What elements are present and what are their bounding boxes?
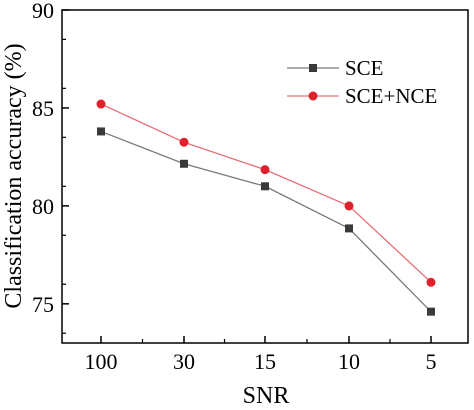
- data-point-circle: [96, 99, 106, 109]
- legend-label: SCE+NCE: [345, 84, 437, 108]
- x-tick-label: 30: [173, 349, 195, 374]
- series-line-2: [100, 103, 432, 283]
- x-tick-label: 100: [85, 349, 118, 374]
- legend-label: SCE: [345, 56, 384, 80]
- data-point-square: [261, 182, 269, 191]
- x-tick-label: 15: [254, 349, 276, 374]
- data-point-circle: [179, 137, 189, 147]
- y-tick-label: 85: [32, 96, 54, 121]
- legend-marker-square: [309, 64, 317, 72]
- y-tick-label: 80: [32, 194, 54, 219]
- x-tick-label: 10: [338, 349, 360, 374]
- data-point-circle: [426, 277, 436, 287]
- data-point-square: [97, 127, 105, 136]
- plot-frame: [61, 9, 469, 344]
- y-axis-title: Classification accuracy (%): [1, 43, 27, 308]
- x-axis-title: SNR: [243, 383, 290, 409]
- ticks-layer: 75 80 85 90 100 30 15 10 5: [32, 0, 437, 374]
- data-point-square: [427, 307, 435, 316]
- legend: SCE SCE+NCE: [287, 56, 437, 108]
- legend-marker-circle: [308, 91, 318, 101]
- series-line-1: [100, 130, 432, 313]
- markers-layer: [96, 99, 436, 316]
- y-tick-label: 75: [32, 292, 54, 317]
- data-point-square: [180, 159, 188, 168]
- y-tick-label: 90: [32, 0, 54, 23]
- data-point-square: [345, 224, 353, 233]
- data-point-circle: [260, 165, 270, 175]
- series-lines-layer: [100, 103, 432, 313]
- x-tick-label: 5: [426, 349, 437, 374]
- data-point-circle: [344, 201, 354, 211]
